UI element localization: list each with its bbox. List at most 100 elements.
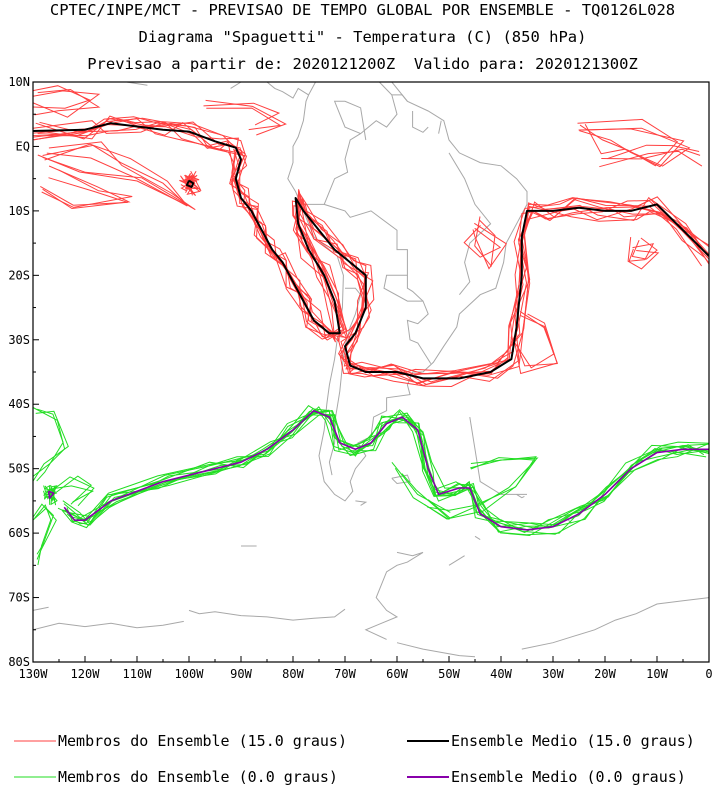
member-15-line-46 bbox=[601, 148, 701, 160]
member-15-line-29 bbox=[33, 90, 101, 118]
coastline-2 bbox=[406, 275, 424, 302]
chart-title-line-2: Diagrama "Spaguetti" - Temperatura (C) (… bbox=[138, 28, 587, 46]
coastline-layer bbox=[33, 82, 709, 658]
y-tick-label-4: 30S bbox=[8, 333, 30, 347]
y-tick-label-0: 10N bbox=[8, 75, 30, 89]
coastline-24 bbox=[448, 555, 465, 566]
member-15-line-0 bbox=[39, 121, 705, 377]
coastline-1 bbox=[323, 82, 432, 364]
coastline-20 bbox=[188, 608, 346, 621]
member-0-line-31 bbox=[33, 507, 54, 555]
coastline-9 bbox=[333, 100, 367, 141]
member-0-line-20 bbox=[33, 410, 69, 482]
member-15-line-19 bbox=[180, 176, 197, 193]
axis-layer: 130W 120W 110W 100W 90W 80W 70W 60W 50W 40W 30W 20W… bbox=[8, 75, 712, 681]
coastline-22 bbox=[396, 642, 476, 658]
member-15-line-10 bbox=[33, 120, 709, 376]
coastline-15 bbox=[391, 474, 411, 485]
member-0-line-32 bbox=[50, 476, 95, 507]
member-0-line-4 bbox=[67, 413, 709, 529]
coastline-18 bbox=[474, 535, 481, 541]
member-15-line-28 bbox=[599, 150, 703, 168]
coastline-21 bbox=[33, 620, 184, 631]
coastline-5 bbox=[412, 111, 429, 133]
member-15-line-36 bbox=[627, 237, 660, 270]
member-15-line-24 bbox=[577, 118, 679, 167]
member-0-line-34 bbox=[391, 461, 451, 513]
member-15-line-44 bbox=[510, 314, 555, 369]
legend-label-3: Ensemble Medio (0.0 graus) bbox=[451, 768, 686, 786]
mean-0-line-1 bbox=[47, 490, 55, 500]
x-tick-label-11: 20W bbox=[594, 667, 616, 681]
x-tick-label-7: 60W bbox=[386, 667, 408, 681]
member-0-line-29 bbox=[401, 473, 451, 520]
mean-0-line-0 bbox=[63, 409, 709, 531]
chart-title-line-3: Previsao a partir de: 2020121200Z Valido… bbox=[87, 55, 638, 73]
x-tick-label-5: 80W bbox=[282, 667, 304, 681]
y-tick-label-2: 10S bbox=[8, 204, 30, 218]
coastline-23 bbox=[521, 597, 709, 650]
member-15-line-30 bbox=[37, 144, 187, 206]
members-0-layer bbox=[33, 405, 709, 566]
member-0-line-16 bbox=[63, 409, 709, 528]
member-15-line-14 bbox=[33, 116, 703, 385]
member-0-line-28 bbox=[424, 457, 537, 520]
y-tick-label-5: 40S bbox=[8, 397, 30, 411]
member-15-line-20 bbox=[34, 88, 101, 116]
coastline-6 bbox=[438, 120, 442, 134]
x-tick-label-0: 130W bbox=[19, 667, 49, 681]
coastline-13 bbox=[469, 417, 527, 495]
member-0-line-33 bbox=[427, 457, 539, 519]
x-tick-label-1: 120W bbox=[71, 667, 101, 681]
member-15-line-38 bbox=[33, 85, 92, 109]
member-15-line-39 bbox=[44, 143, 188, 207]
y-tick-label-7: 60S bbox=[8, 526, 30, 540]
member-15-line-1 bbox=[180, 175, 196, 196]
y-tick-label-9: 80S bbox=[8, 655, 30, 669]
member-15-line-35 bbox=[516, 313, 558, 367]
member-15-line-40 bbox=[40, 177, 128, 206]
member-15-line-27 bbox=[628, 243, 655, 262]
members-15-layer bbox=[33, 85, 709, 388]
coastline-12 bbox=[111, 82, 148, 86]
y-tick-label-8: 70S bbox=[8, 591, 30, 605]
member-0-line-18 bbox=[64, 408, 709, 535]
mean-15-line-1 bbox=[185, 179, 195, 188]
member-0-line-26 bbox=[33, 503, 57, 560]
member-15-line-13 bbox=[183, 174, 198, 191]
member-15-line-45 bbox=[631, 237, 658, 260]
coastline-11 bbox=[230, 82, 267, 89]
coastline-16 bbox=[355, 500, 368, 506]
mean-layer bbox=[33, 122, 709, 531]
x-tick-label-9: 40W bbox=[490, 667, 512, 681]
y-tick-label-6: 50S bbox=[8, 462, 30, 476]
member-15-line-43 bbox=[472, 222, 508, 270]
legend: Membros do Ensemble (15.0 graus) Ensemble… bbox=[14, 732, 695, 786]
member-15-line-42 bbox=[582, 123, 691, 167]
x-tick-label-6: 70W bbox=[334, 667, 356, 681]
x-tick-label-12: 10W bbox=[646, 667, 668, 681]
coastline-7 bbox=[448, 152, 492, 296]
member-15-line-12 bbox=[37, 121, 709, 384]
x-tick-label-3: 100W bbox=[175, 667, 205, 681]
member-0-line-30 bbox=[33, 406, 66, 478]
legend-label-2: Membros do Ensemble (0.0 graus) bbox=[58, 768, 338, 786]
legend-label-0: Membros do Ensemble (15.0 graus) bbox=[58, 732, 347, 750]
member-15-line-32 bbox=[206, 107, 282, 131]
coastline-4 bbox=[391, 94, 408, 102]
member-15-line-34 bbox=[463, 225, 502, 258]
x-tick-label-8: 50W bbox=[438, 667, 460, 681]
member-15-line-41 bbox=[205, 99, 287, 136]
coastline-14 bbox=[516, 493, 525, 499]
x-tick-label-10: 30W bbox=[542, 667, 564, 681]
x-tick-label-2: 110W bbox=[123, 667, 153, 681]
coastline-19 bbox=[364, 551, 424, 640]
y-tick-label-1: EQ bbox=[16, 139, 30, 153]
member-15-line-6 bbox=[33, 117, 709, 376]
coastline-10 bbox=[266, 82, 309, 99]
chart-title-line-1: CPTEC/INPE/MCT - PREVISAO DE TEMPO GLOBA… bbox=[49, 1, 676, 19]
member-0-line-27 bbox=[52, 475, 92, 505]
coastline-26 bbox=[33, 606, 49, 611]
member-15-line-31 bbox=[41, 169, 133, 208]
